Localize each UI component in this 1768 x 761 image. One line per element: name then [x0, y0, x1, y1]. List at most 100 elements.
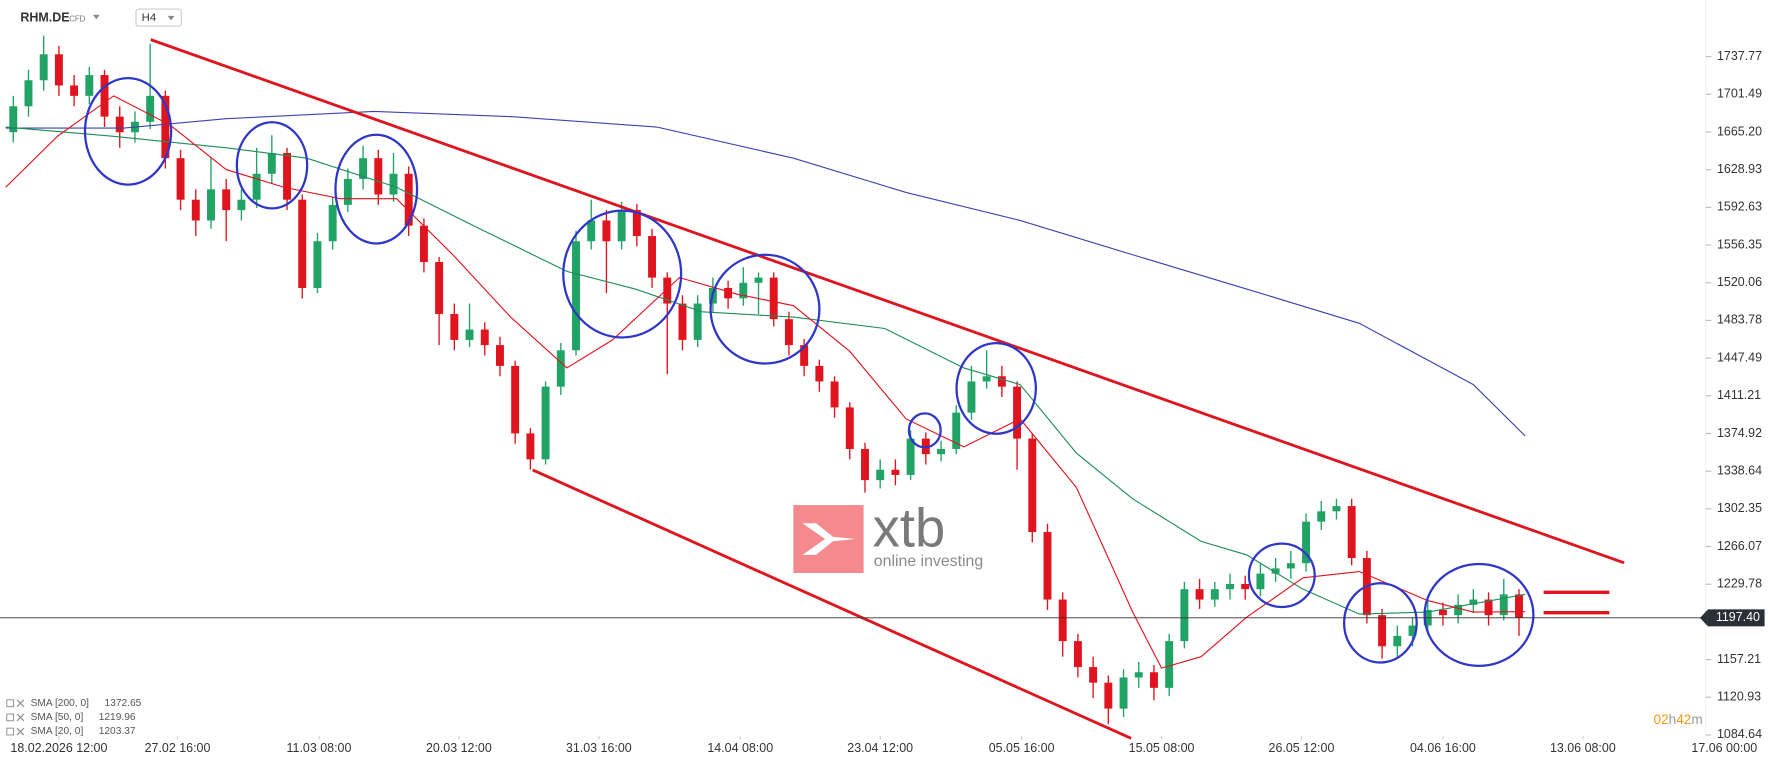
candle-timer: 02h42m — [1654, 712, 1703, 727]
x-tick-label: 11.03 08:00 — [287, 741, 352, 755]
candle-body — [1499, 594, 1508, 616]
x-tick-label: 13.06 08:00 — [1550, 741, 1616, 755]
candle-body — [1469, 599, 1478, 605]
symbol: RHM.DE — [20, 10, 69, 24]
interval[interactable]: H4 — [142, 12, 156, 24]
candle-body — [404, 173, 413, 226]
legend: SMA [200, 0] 1372.65 SMA [50, 0] 1219.96 SMA… — [6, 698, 142, 737]
x-tick-label: 15.05 08:00 — [1129, 741, 1195, 755]
candle-body — [39, 54, 48, 81]
candle-body — [1286, 563, 1295, 569]
candle-body — [1149, 672, 1158, 688]
candle-body — [678, 303, 687, 340]
timer-part: 02 — [1654, 712, 1669, 727]
candle-body — [359, 158, 368, 179]
candle-body — [982, 376, 991, 382]
candle-body — [724, 287, 733, 299]
y-tick-label: 1338.64 — [1717, 463, 1762, 477]
circle — [235, 121, 309, 210]
y-tick-label: 1411.21 — [1717, 388, 1761, 402]
candle-body — [526, 433, 535, 460]
candle-body — [1241, 583, 1250, 590]
legend-value: 1372.65 — [104, 698, 141, 709]
symbol-dropdown[interactable] — [92, 14, 100, 20]
x-tick-label: 14.04 08:00 — [707, 741, 773, 755]
candle-body — [450, 313, 459, 340]
candle-body — [283, 152, 292, 200]
candle-body — [389, 173, 398, 195]
candle-body — [176, 158, 185, 200]
timer-part: h — [1669, 712, 1677, 727]
x-tick-label: 31.03 16:00 — [566, 741, 632, 755]
candle-body — [861, 448, 869, 481]
candle-body — [495, 345, 504, 366]
x-tick-label: 04.06 16:00 — [1410, 741, 1476, 755]
circle — [1423, 562, 1535, 668]
logo-mark — [802, 523, 856, 555]
x-tick-label: 27.02 16:00 — [145, 741, 211, 755]
y-tick-label: 1229.78 — [1717, 577, 1762, 591]
candle-body — [343, 178, 352, 205]
legend-remove — [16, 713, 25, 722]
candle-body — [480, 329, 489, 346]
candle-body — [739, 282, 748, 299]
x-tick-label: 26.05 12:00 — [1269, 741, 1335, 755]
candle-body — [845, 407, 854, 449]
current-price-box — [1707, 609, 1765, 627]
candle-body — [207, 189, 215, 221]
y-tick-label: 1266.07 — [1717, 539, 1762, 553]
y-tick-label: 1084.64 — [1717, 727, 1762, 741]
candle-body — [24, 80, 33, 107]
interval-selector[interactable] — [135, 8, 182, 27]
candle-body — [1058, 599, 1067, 642]
interval-dropdown[interactable] — [167, 15, 175, 21]
circle — [334, 133, 419, 245]
candle-body — [419, 225, 428, 263]
y-tick-label: 1157.21 — [1717, 652, 1761, 666]
instrument-type: CFD — [69, 14, 86, 23]
candle-body — [298, 199, 307, 288]
candle-body — [1104, 682, 1113, 709]
y-tick-label: 1520.06 — [1717, 275, 1762, 289]
candle-body — [1302, 521, 1311, 564]
candle-body — [115, 116, 124, 133]
legend-name: SMA [200, 0] — [31, 698, 90, 709]
candle-body — [100, 75, 109, 117]
candle-body — [70, 85, 79, 96]
y-tick-label: 1120.93 — [1717, 690, 1761, 704]
candle-body — [906, 438, 915, 475]
candle-body — [1332, 506, 1341, 512]
candle-body — [876, 469, 885, 481]
candle-body — [617, 210, 626, 242]
candle-body — [800, 345, 809, 366]
candle-body — [754, 277, 763, 283]
candle-body — [541, 386, 550, 460]
circle — [907, 412, 942, 449]
candle-body — [967, 381, 976, 413]
trend-line — [532, 468, 1132, 740]
sma-line — [5, 126, 1526, 615]
x-tick-label: 18.02.2026 12:00 — [10, 741, 107, 755]
candle-body — [1515, 594, 1523, 618]
candle-body — [252, 173, 261, 200]
candle-body — [632, 210, 641, 237]
y-tick-label: 1302.35 — [1717, 501, 1762, 515]
circle — [1342, 582, 1418, 664]
y-tick-label: 1556.35 — [1717, 237, 1762, 251]
candle-body — [1317, 511, 1326, 522]
tagline: online investing — [874, 553, 983, 570]
candle-body — [815, 365, 824, 382]
candle-body — [1226, 583, 1234, 590]
y-tick-label: 1374.92 — [1717, 426, 1762, 440]
candle-body — [1210, 589, 1219, 600]
sma-line — [5, 95, 1526, 669]
legend-name: SMA [50, 0] — [31, 712, 84, 723]
candle-body — [1438, 609, 1447, 616]
candle-body — [313, 241, 322, 288]
legend-icon — [6, 713, 15, 722]
y-tick-label: 1592.63 — [1717, 200, 1762, 214]
candle-body — [693, 303, 702, 340]
legend-name: SMA [20, 0] — [31, 726, 84, 737]
plot — [5, 35, 1526, 725]
brand: xtb — [873, 498, 946, 559]
